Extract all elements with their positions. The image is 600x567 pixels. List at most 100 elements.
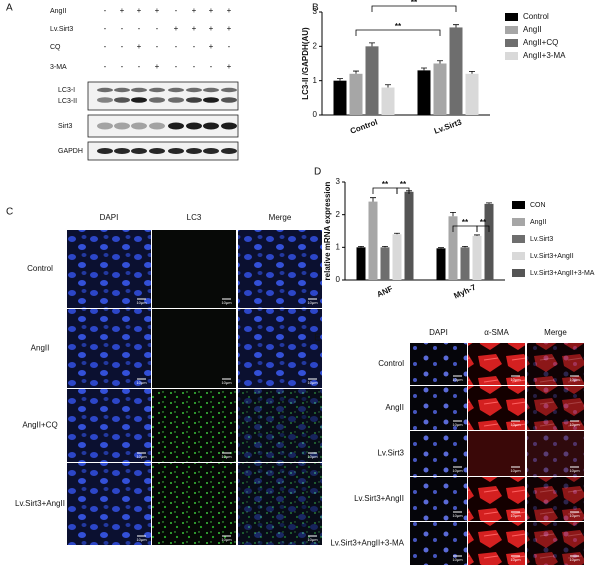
micrograph [527, 522, 584, 565]
scale-bar-label: 10μm [221, 380, 232, 385]
micrograph [238, 230, 322, 308]
micrograph [67, 309, 151, 388]
treatment-sign: - [138, 24, 141, 33]
blot-band [131, 87, 147, 93]
charts: B LC3-II /GAPDH(AU) 0 1 2 3 Control Lv.Sirt3 Con… [301, 0, 595, 301]
column-label: Merge [544, 328, 567, 337]
micrograph [152, 389, 236, 462]
micrograph [410, 431, 467, 476]
treatment-sign: - [121, 62, 124, 71]
y-tick-label: 3 [336, 177, 341, 186]
error-bar [385, 84, 391, 88]
error-bar [358, 245, 364, 248]
treatment-sign: - [104, 24, 107, 33]
blot-band [221, 148, 237, 154]
error-bar [382, 245, 388, 248]
bar [365, 46, 379, 116]
treatment-sign: + [192, 24, 197, 33]
y-tick-label: 1 [313, 76, 318, 85]
panel-label: E [314, 333, 321, 344]
scale-bar-label: 10μm [307, 537, 318, 542]
blot-band [149, 122, 165, 130]
bar [472, 235, 482, 280]
blot-label: LC3-II [58, 98, 77, 105]
blot-band [131, 97, 147, 103]
micrograph [410, 477, 467, 521]
scale-bar-label: 10μm [510, 422, 521, 427]
treatment-sign: - [104, 62, 107, 71]
legend-swatch [512, 218, 525, 226]
treatment-sign: - [104, 6, 107, 15]
scale-bar-label: 10μm [221, 454, 232, 459]
treatment-label: CQ [50, 44, 61, 51]
bar [484, 203, 494, 280]
micrograph [527, 343, 584, 385]
row-label: Lv.Sirt3 [377, 449, 404, 458]
panel-label: C [6, 207, 13, 218]
treatment-sign: + [209, 42, 214, 51]
treatment-sign: + [209, 24, 214, 33]
significance-label: ** [400, 180, 407, 189]
legend-label: CON [530, 202, 546, 209]
error-bar [369, 42, 375, 47]
treatment-sign: - [193, 42, 196, 51]
treatment-sign: - [138, 62, 141, 71]
micrograph [152, 463, 236, 545]
micrograph [410, 343, 467, 385]
micrograph [468, 386, 525, 430]
micrograph [152, 230, 236, 308]
legend-swatch [512, 201, 525, 209]
bar [380, 247, 390, 280]
y-axis-label: relative mRNA expression [323, 181, 332, 280]
scale-bar-label: 10μm [510, 377, 521, 382]
blot-band [149, 148, 165, 154]
treatment-sign: + [155, 62, 160, 71]
treatment-sign: - [156, 24, 159, 33]
error-bar [453, 24, 459, 28]
scale-bar-label: 10μm [452, 468, 463, 473]
row-label: AngII [385, 403, 404, 412]
treatment-sign: - [193, 62, 196, 71]
scale-bar-label: 10μm [452, 513, 463, 518]
significance-bracket [396, 187, 410, 194]
treatment-sign: - [175, 6, 178, 15]
scale-bar-label: 10μm [569, 422, 580, 427]
legend-label: AngII [523, 25, 542, 34]
micrograph [468, 522, 525, 565]
micrograph [527, 431, 584, 476]
error-bar [450, 211, 456, 217]
blot-band [114, 97, 130, 103]
error-bar [353, 70, 359, 74]
treatment-label: AngII [50, 8, 66, 15]
row-label: Lv.Sirt3+AngII [354, 494, 404, 503]
treatment-sign: + [120, 6, 125, 15]
treatment-sign: - [156, 42, 159, 51]
legend-label: Lv.Sirt3+AngII+3-MA [530, 270, 595, 277]
micrograph [410, 522, 467, 565]
significance-label: ** [382, 180, 389, 189]
column-label: α-SMA [484, 328, 509, 337]
bar [465, 73, 479, 115]
treatment-sign: + [227, 62, 232, 71]
blot-band [168, 122, 184, 130]
bar [404, 191, 414, 280]
y-axis-label: LC3-II /GAPDH(AU) [301, 27, 310, 100]
blot-band [114, 122, 130, 130]
bar [433, 63, 447, 115]
scale-bar-label: 10μm [569, 557, 580, 562]
column-label: Merge [269, 213, 292, 222]
panel-label: A [6, 3, 13, 14]
blot-band [203, 87, 219, 93]
scale-bar-label: 10μm [307, 380, 318, 385]
treatment-sign: - [175, 62, 178, 71]
error-bar [370, 197, 376, 202]
significance-label: ** [395, 22, 402, 31]
treatment-sign: + [192, 6, 197, 15]
treatment-label: Lv.Sirt3 [50, 26, 73, 33]
blot-band [203, 122, 219, 130]
blot-band [186, 87, 202, 93]
bar [392, 234, 402, 280]
error-bar [469, 70, 475, 74]
blot-band [168, 148, 184, 154]
micrograph [468, 343, 525, 385]
